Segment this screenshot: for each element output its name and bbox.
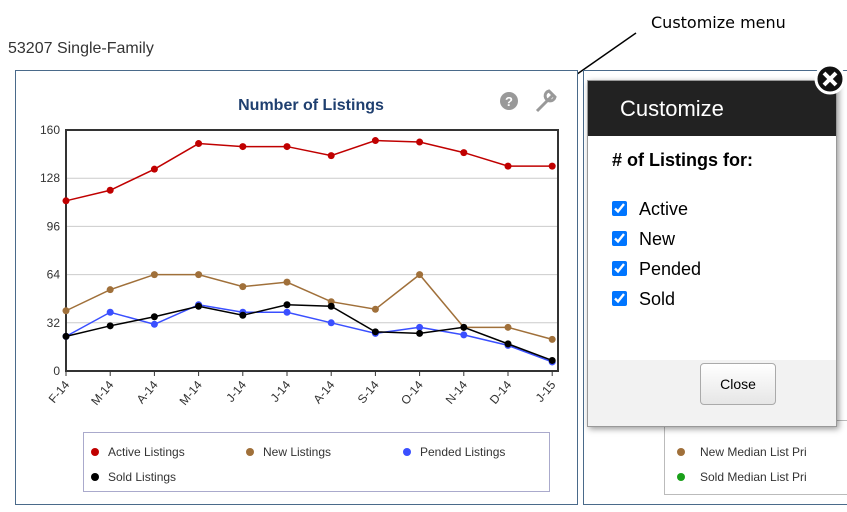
plot-frame [65,129,559,372]
data-point [460,331,468,339]
option-label: Active [639,199,689,219]
data-point [283,278,291,286]
help-icon-glyph: ? [505,94,513,109]
data-point [195,140,203,148]
data-point [239,283,247,291]
data-point [416,271,424,279]
legend-label: Sold Median List Pri [700,470,807,484]
legend-marker [246,448,254,456]
option[interactable]: Active [612,199,836,229]
data-point [548,335,556,343]
option-label: Pended [639,259,702,279]
data-point [106,286,114,294]
option-label: Sold [639,289,676,309]
customize-icon[interactable] [535,89,557,113]
data-point [504,323,512,331]
data-point [327,302,335,310]
data-point [150,165,158,173]
y-tick-label: 160 [40,123,60,137]
checkbox[interactable] [612,231,627,246]
data-point [195,302,203,310]
series-line [65,139,553,202]
data-point [416,323,424,331]
data-point [106,322,114,330]
legend-marker [677,448,685,456]
menu-prompt: # of Listings for: [612,150,753,170]
data-point [327,152,335,160]
data-point [371,328,379,336]
data-point [327,319,335,327]
y-tick-label: 0 [53,364,60,378]
data-point [371,137,379,145]
legend-label: Pended Listings [420,445,505,459]
close-button[interactable]: Close [700,363,776,405]
data-point [150,320,158,328]
data-point [195,271,203,279]
series-line [65,303,553,362]
data-point [283,308,291,316]
data-point [283,301,291,309]
data-point [283,143,291,151]
data-point [416,329,424,337]
series-line [65,273,553,341]
legend-marker [677,473,685,481]
menu-title: Customize [588,81,836,136]
close-icon[interactable] [813,62,847,96]
data-point [106,186,114,194]
checkbox[interactable] [612,291,627,306]
annotation: Customize menu [651,13,786,32]
data-point [504,340,512,348]
background-legend [664,420,847,495]
legend-label: Active Listings [108,445,185,459]
customize-menu: Customize # of Listings for: Active New Pe… [587,80,837,427]
legend-marker [403,448,411,456]
data-point [460,323,468,331]
legend [83,432,550,492]
data-point [548,162,556,170]
data-point [460,149,468,157]
page-title: 53207 Single-Family [8,40,154,57]
y-tick-label: 96 [47,219,61,233]
data-point [106,308,114,316]
data-point [150,271,158,279]
option-label: New [639,229,676,249]
legend-label: New Listings [263,445,331,459]
menu-body: # of Listings for: Active New Pended Sold [588,136,836,360]
data-point [239,311,247,319]
data-point [239,143,247,151]
data-point [504,162,512,170]
checkbox[interactable] [612,261,627,276]
series-line [65,303,553,363]
chart-title: Number of Listings [238,97,384,114]
legend-label: Sold Listings [108,470,176,484]
data-point [62,197,70,205]
y-tick-label: 64 [47,268,61,282]
legend-marker [91,448,99,456]
y-tick-label: 32 [47,316,61,330]
data-point [150,313,158,321]
data-point [62,332,70,340]
data-point [371,305,379,313]
data-point [416,138,424,146]
data-point [62,307,70,315]
legend-marker [91,473,99,481]
option[interactable]: New [612,229,836,259]
legend-label: New Median List Pri [700,445,807,459]
help-icon[interactable] [500,92,518,110]
checkbox[interactable] [612,201,627,216]
option[interactable]: Pended [612,259,836,289]
y-tick-label: 128 [40,171,60,185]
data-point [548,356,556,364]
option[interactable]: Sold [612,289,836,319]
